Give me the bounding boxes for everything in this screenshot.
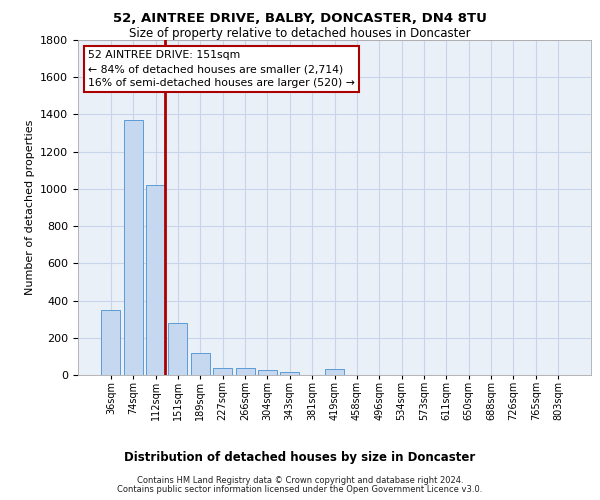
Text: 52 AINTREE DRIVE: 151sqm
← 84% of detached houses are smaller (2,714)
16% of sem: 52 AINTREE DRIVE: 151sqm ← 84% of detach… [88, 50, 355, 88]
Bar [280, 372, 299, 375]
Bar [236, 368, 254, 375]
Text: Contains HM Land Registry data © Crown copyright and database right 2024.: Contains HM Land Registry data © Crown c… [137, 476, 463, 485]
Bar [101, 310, 121, 375]
Bar [169, 323, 187, 375]
Bar [146, 185, 165, 375]
Bar [213, 368, 232, 375]
Text: Size of property relative to detached houses in Doncaster: Size of property relative to detached ho… [129, 28, 471, 40]
Bar [325, 370, 344, 375]
Bar [124, 120, 143, 375]
Text: 52, AINTREE DRIVE, BALBY, DONCASTER, DN4 8TU: 52, AINTREE DRIVE, BALBY, DONCASTER, DN4… [113, 12, 487, 26]
Y-axis label: Number of detached properties: Number of detached properties [25, 120, 35, 295]
Bar [258, 370, 277, 375]
Text: Distribution of detached houses by size in Doncaster: Distribution of detached houses by size … [124, 451, 476, 464]
Text: Contains public sector information licensed under the Open Government Licence v3: Contains public sector information licen… [118, 485, 482, 494]
Bar [191, 352, 210, 375]
